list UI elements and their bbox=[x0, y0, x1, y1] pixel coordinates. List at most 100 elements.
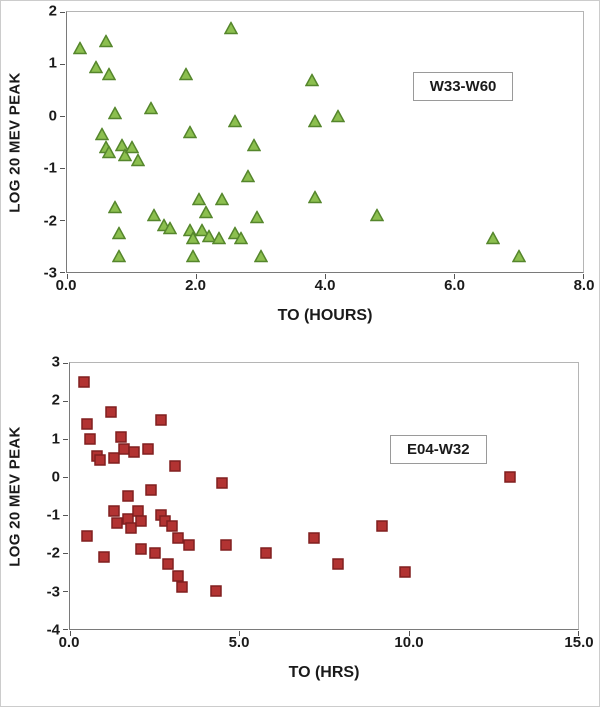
square-marker-icon bbox=[182, 539, 195, 552]
data-point bbox=[227, 114, 242, 128]
data-point bbox=[182, 124, 197, 138]
x-axis-title: TO (HOURS) bbox=[277, 307, 373, 324]
square-marker-icon bbox=[308, 532, 320, 544]
data-point bbox=[94, 454, 107, 466]
data-point bbox=[115, 431, 127, 443]
data-point bbox=[399, 566, 412, 578]
y-axis-tick-labels: 2 1 0 -1 -2 -3 bbox=[27, 3, 63, 282]
x-tick-label: 0.0 bbox=[58, 634, 80, 651]
square-marker-icon bbox=[94, 454, 107, 466]
square-marker-icon bbox=[135, 543, 147, 555]
data-point bbox=[130, 153, 146, 167]
triangle-marker-icon bbox=[95, 127, 110, 141]
data-point bbox=[114, 137, 130, 151]
data-point bbox=[182, 539, 195, 552]
triangle-marker-icon bbox=[224, 20, 239, 34]
x-tick-mark bbox=[70, 631, 71, 636]
data-point bbox=[142, 442, 154, 455]
triangle-marker-icon bbox=[146, 207, 162, 222]
triangle-marker-icon bbox=[240, 168, 255, 183]
data-point bbox=[165, 520, 178, 533]
triangle-marker-icon bbox=[185, 249, 201, 263]
data-point bbox=[511, 249, 526, 263]
triangle-marker-icon bbox=[330, 108, 346, 123]
data-point bbox=[108, 199, 123, 214]
y-tick-label: -3 bbox=[46, 583, 60, 601]
triangle-marker-icon bbox=[511, 249, 526, 263]
triangle-marker-icon bbox=[485, 231, 500, 245]
data-point bbox=[148, 547, 161, 559]
y-tick-label: 0 bbox=[51, 468, 60, 486]
square-marker-icon bbox=[81, 530, 93, 542]
x-tick-mark bbox=[325, 274, 326, 279]
square-marker-icon bbox=[98, 551, 110, 563]
x-tick-mark bbox=[408, 631, 410, 636]
data-point bbox=[191, 192, 207, 206]
data-point bbox=[211, 231, 226, 245]
data-point bbox=[172, 532, 185, 544]
data-point bbox=[214, 192, 230, 206]
triangle-marker-icon bbox=[182, 124, 197, 138]
y-tick-label: -1 bbox=[46, 506, 60, 524]
data-point bbox=[240, 168, 255, 183]
triangle-marker-icon bbox=[143, 101, 159, 115]
triangle-marker-icon bbox=[108, 199, 123, 214]
square-marker-icon bbox=[155, 414, 168, 426]
data-point bbox=[81, 530, 93, 542]
triangle-marker-icon bbox=[214, 192, 230, 206]
data-point bbox=[308, 114, 323, 128]
plot-area: W33-W60 bbox=[60, 11, 584, 279]
data-point bbox=[81, 418, 93, 430]
data-point bbox=[172, 570, 185, 582]
y-tick-mark bbox=[63, 363, 68, 364]
data-point bbox=[108, 106, 123, 120]
data-point bbox=[185, 249, 201, 263]
data-point bbox=[108, 452, 120, 464]
triangle-marker-icon bbox=[253, 249, 268, 263]
square-marker-icon bbox=[331, 558, 344, 571]
y-tick-mark bbox=[60, 168, 65, 169]
triangle-marker-icon bbox=[101, 67, 117, 81]
data-point bbox=[162, 220, 178, 235]
x-tick-label: 4.0 bbox=[314, 277, 336, 294]
data-point bbox=[250, 210, 265, 224]
data-point bbox=[304, 72, 320, 86]
triangle-marker-icon bbox=[308, 114, 323, 128]
data-point bbox=[135, 543, 147, 555]
y-tick-mark bbox=[63, 591, 68, 592]
data-point bbox=[308, 189, 323, 203]
data-point bbox=[369, 207, 384, 222]
triangle-marker-icon bbox=[191, 192, 207, 206]
square-marker-icon bbox=[84, 433, 97, 445]
triangle-marker-icon bbox=[250, 210, 265, 224]
data-point bbox=[117, 147, 133, 162]
square-marker-icon bbox=[216, 476, 229, 489]
y-tick-label: 2 bbox=[51, 391, 60, 409]
y-axis-title-wrap: LOG 20 MEV PEAK bbox=[1, 362, 29, 630]
y-axis-tick-labels: 3 2 1 0 -1 -2 -3 -4 bbox=[30, 354, 66, 639]
data-point bbox=[227, 225, 242, 240]
data-point bbox=[143, 101, 159, 115]
triangle-marker-icon bbox=[179, 67, 194, 81]
data-point bbox=[155, 414, 168, 426]
y-tick-label: -1 bbox=[43, 159, 57, 177]
y-tick-label: 1 bbox=[48, 54, 57, 72]
x-axis-tick-labels: 0.0 2.0 4.0 6.0 8.0 bbox=[56, 277, 595, 297]
y-tick-mark bbox=[60, 64, 65, 65]
y-tick-label: 0 bbox=[48, 107, 57, 125]
square-marker-icon bbox=[142, 442, 154, 455]
data-point bbox=[101, 145, 117, 159]
y-axis-title: LOG 20 MEV PEAK bbox=[6, 425, 24, 567]
data-point bbox=[146, 207, 162, 222]
data-point bbox=[135, 514, 147, 527]
y-tick-label: -4 bbox=[46, 621, 60, 639]
data-point bbox=[77, 376, 90, 388]
data-point bbox=[125, 522, 137, 535]
y-tick-label: 3 bbox=[51, 353, 60, 371]
data-point bbox=[179, 67, 194, 81]
data-point bbox=[145, 484, 158, 497]
y-axis-title: LOG 20 MEV PEAK bbox=[6, 71, 24, 213]
square-marker-icon bbox=[135, 514, 147, 527]
triangle-marker-icon bbox=[211, 231, 226, 245]
square-marker-icon bbox=[81, 418, 93, 430]
